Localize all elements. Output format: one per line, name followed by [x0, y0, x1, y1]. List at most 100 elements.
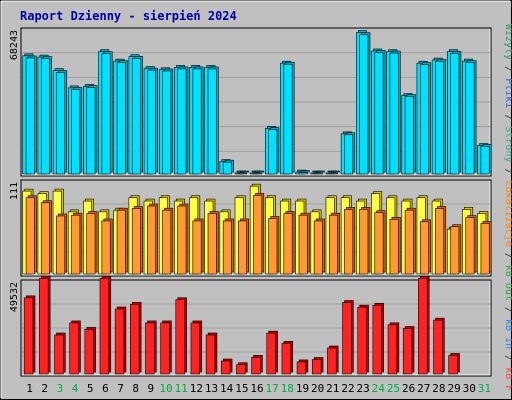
bar-bottom-s0-d19 — [296, 361, 307, 375]
bar-bottom-s0-d10 — [160, 322, 170, 375]
bar-bottom-s0-d25 — [387, 324, 398, 375]
day-label-30: 30 — [463, 382, 476, 395]
day-label-31: 31 — [478, 382, 491, 395]
day-label-15: 15 — [235, 382, 248, 395]
legend-item-3: / — [503, 108, 512, 126]
day-label-20: 20 — [311, 382, 324, 395]
panel-bottom: 49532 — [9, 276, 492, 377]
bar-top-s1-d23 — [359, 34, 369, 175]
bar-middle-s1-d16 — [253, 194, 263, 275]
bar-top-s1-d14 — [222, 161, 232, 175]
bar-bottom-s0-d18 — [281, 343, 292, 375]
day-label-26: 26 — [402, 382, 415, 395]
bar-middle-s1-d7 — [116, 209, 126, 275]
day-label-7: 7 — [117, 382, 124, 395]
bar-bottom-s0-d24 — [372, 304, 382, 375]
bar-middle-s1-d28 — [435, 208, 445, 275]
bar-middle-s1-d14 — [222, 220, 232, 275]
bar-bottom-s0-d11 — [175, 299, 185, 375]
bar-top-s1-d9 — [147, 69, 157, 175]
day-label-8: 8 — [132, 382, 139, 395]
legend-item-0: Wizyty — [503, 24, 512, 60]
day-label-19: 19 — [296, 382, 309, 395]
bar-middle-s1-d24 — [374, 212, 384, 275]
bar-shadow-top-s1-d16 — [255, 170, 265, 173]
bar-bottom-s0-d27 — [418, 278, 428, 375]
bar-bottom-s0-d22 — [342, 302, 352, 375]
day-label-23: 23 — [357, 382, 370, 395]
series-legend: Wizyty / Pliki / Strony / Lokalizacje / … — [503, 24, 512, 391]
bar-bottom-s0-d14 — [220, 360, 231, 375]
bar-top-s1-d11 — [177, 68, 187, 175]
bar-bottom-s0-d21 — [327, 347, 337, 375]
bar-bottom-s0-d12 — [190, 322, 201, 375]
bar-top-s1-d24 — [374, 52, 384, 175]
day-label-2: 2 — [41, 382, 48, 395]
bar-top-s1-d15 — [238, 172, 247, 175]
day-label-21: 21 — [326, 382, 339, 395]
bar-top-s1-d4 — [71, 89, 81, 175]
bar-top-s1-d18 — [283, 63, 293, 175]
bar-middle-s1-d21 — [329, 214, 338, 275]
bar-top-s1-d16 — [253, 172, 263, 175]
bar-bottom-s0-d4 — [69, 322, 79, 375]
day-label-16: 16 — [250, 382, 263, 395]
bar-bottom-s0-d16 — [251, 356, 261, 375]
bar-bottom-s0-d23 — [357, 306, 367, 375]
legend-item-2: Pliki — [503, 78, 512, 108]
day-label-24: 24 — [372, 382, 386, 395]
bar-middle-s1-d23 — [359, 209, 369, 275]
bar-middle-s1-d19 — [298, 214, 308, 275]
day-label-28: 28 — [432, 382, 445, 395]
bar-top-s1-d2 — [40, 58, 50, 175]
bar-middle-s1-d12 — [192, 220, 202, 275]
panel-middle: 111 — [9, 179, 492, 277]
bar-middle-s1-d6 — [101, 220, 111, 275]
bar-middle-s1-d1 — [25, 197, 35, 275]
bar-top-s1-d28 — [435, 61, 445, 175]
bar-shadow-top-s1-d19 — [300, 170, 310, 173]
bar-middle-s1-d5 — [86, 213, 96, 275]
bar-middle-s1-d20 — [313, 220, 323, 275]
day-label-29: 29 — [447, 382, 460, 395]
bar-shadow-top-s1-d15 — [240, 170, 249, 173]
bar-top-s1-d30 — [465, 62, 475, 175]
day-label-18: 18 — [281, 382, 294, 395]
bar-top-s1-d22 — [344, 134, 354, 175]
bar-top-s1-d27 — [419, 64, 429, 175]
bar-middle-s1-d27 — [419, 221, 429, 275]
legend-item-11: / — [503, 349, 512, 367]
day-axis-labels: 1 2 3 4 5 6 7 8 9 10 11 12 13 14 15 16 17 18 19 20 21 22 23 24 2… — [26, 382, 491, 395]
bar-bottom-s0-d6 — [99, 278, 110, 375]
bar-middle-s1-d8 — [131, 208, 141, 275]
day-label-22: 22 — [341, 382, 354, 395]
legend-item-1: / — [503, 60, 512, 78]
chart-panels: 68243 111 49532 — [9, 27, 492, 377]
y-max-label-middle: 111 — [9, 182, 20, 200]
day-label-17: 17 — [266, 382, 279, 395]
bar-bottom-s0-d9 — [145, 322, 155, 375]
chart-title: Raport Dzienny - sierpień 2024 — [20, 9, 237, 23]
bar-shadow-top-s1-d20 — [315, 170, 325, 173]
day-label-1: 1 — [26, 382, 33, 395]
bar-middle-s1-d31 — [480, 223, 490, 275]
bar-middle-s1-d9 — [147, 205, 157, 275]
bar-top-s1-d1 — [25, 57, 35, 175]
day-label-25: 25 — [387, 382, 400, 395]
bar-middle-s1-d11 — [177, 205, 187, 275]
bar-bottom-s0-d8 — [130, 304, 140, 375]
legend-item-5: / — [503, 162, 512, 180]
bar-middle-s1-d15 — [238, 220, 247, 275]
bar-top-s1-d21 — [329, 172, 338, 175]
bar-bottom-s0-d17 — [266, 332, 276, 375]
bar-bottom-s0-d28 — [433, 319, 443, 375]
day-label-11: 11 — [175, 382, 188, 395]
legend-item-10: kB In — [503, 319, 512, 349]
bar-bottom-s0-d3 — [54, 334, 64, 375]
bar-top-s1-d13 — [207, 68, 217, 175]
bar-top-s1-d12 — [192, 68, 202, 175]
bar-middle-s1-d30 — [465, 217, 475, 275]
bar-top-s1-d6 — [101, 53, 111, 175]
bar-bottom-s0-d7 — [114, 308, 125, 375]
bar-top-s1-d29 — [450, 53, 460, 175]
